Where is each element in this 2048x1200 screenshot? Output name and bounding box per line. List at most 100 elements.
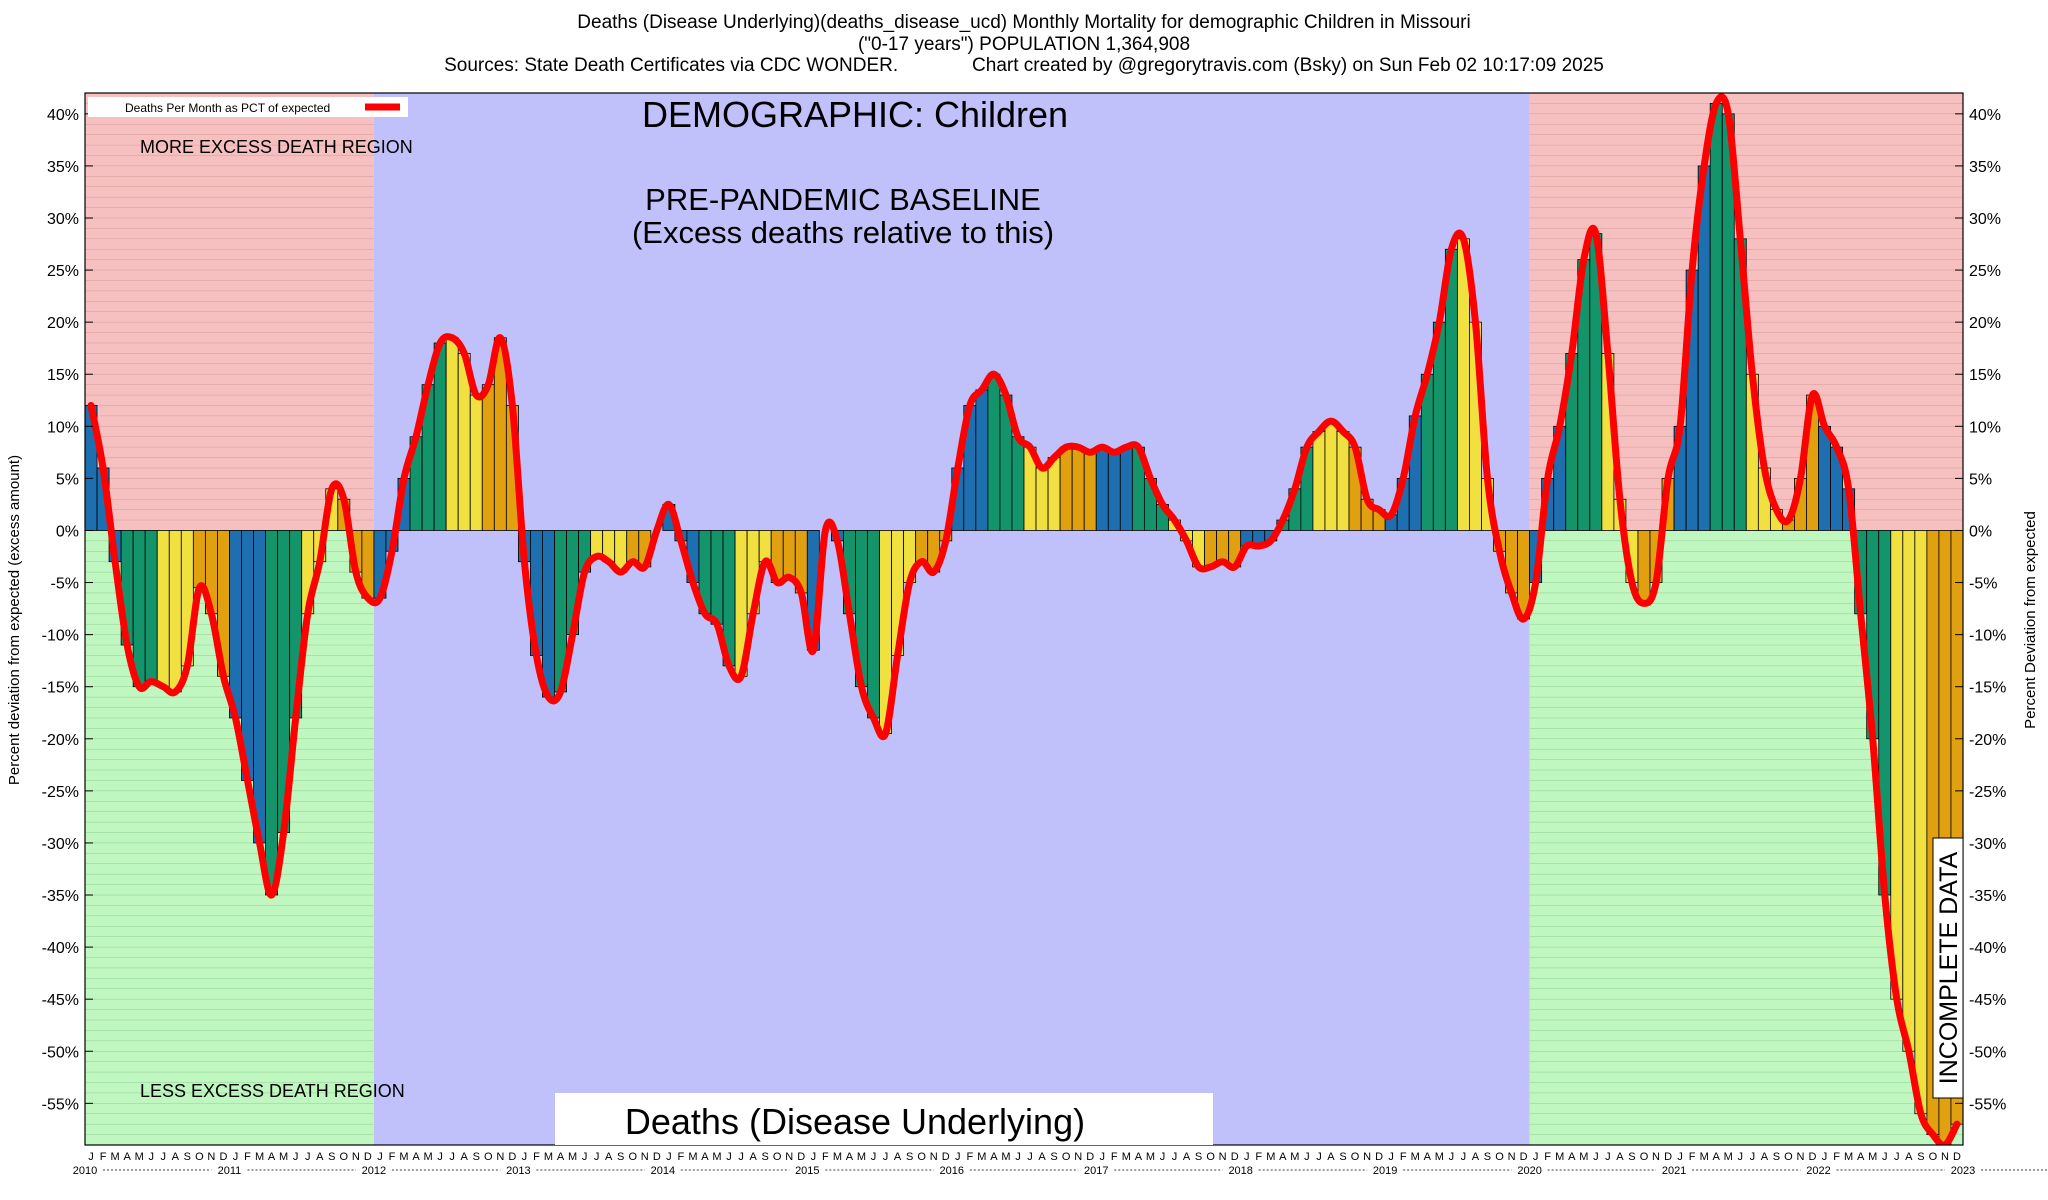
x-month-label: A (1279, 1151, 1287, 1163)
x-month-label: S (906, 1151, 913, 1163)
y-tick-label-right: 10% (1969, 419, 2001, 436)
y-tick-label-left: -5% (51, 576, 79, 593)
x-month-label: D (1664, 1151, 1672, 1163)
x-month-label: F (822, 1151, 829, 1163)
x-month-label: A (701, 1151, 709, 1163)
month-bar (1083, 451, 1097, 531)
month-bar (915, 530, 929, 563)
month-bar (1071, 446, 1085, 531)
x-month-label: S (1484, 1151, 1491, 1163)
x-month-label: A (990, 1151, 998, 1163)
y-tick-label-left: 0% (56, 523, 79, 540)
x-month-label: M (1724, 1151, 1733, 1163)
month-bar (542, 530, 555, 698)
x-month-label: A (1616, 1151, 1624, 1163)
month-bar (758, 530, 772, 563)
x-month-label: A (316, 1151, 324, 1163)
y-axis-label-right: Percent Deviation from expected (2022, 511, 2039, 729)
baseline-label-line2: (Excess deaths relative to this) (632, 215, 1054, 250)
bottom-title-text: Deaths (Disease Underlying) (625, 1101, 1085, 1142)
x-month-label: J (582, 1151, 588, 1163)
y-tick-label-left: -45% (42, 992, 79, 1009)
x-month-label: S (1773, 1151, 1780, 1163)
x-month-label: F (1255, 1151, 1262, 1163)
demographic-label: DEMOGRAPHIC: Children (642, 94, 1068, 135)
x-month-label: F (533, 1151, 540, 1163)
x-year-label: 2012 (362, 1165, 386, 1177)
x-month-label: M (135, 1151, 144, 1163)
month-bar (1047, 457, 1061, 531)
month-bar (144, 530, 158, 682)
month-bar (229, 530, 242, 719)
x-year-label: 2011 (218, 1165, 242, 1177)
x-month-label: D (942, 1151, 950, 1163)
x-month-label: N (1074, 1151, 1082, 1163)
x-month-label: M (399, 1151, 408, 1163)
y-tick-label-right: -25% (1969, 784, 2006, 801)
x-month-label: J (1172, 1151, 1178, 1163)
y-tick-label-left: -10% (42, 628, 79, 645)
x-month-label: J (1750, 1151, 1756, 1163)
chart-title-line3: Sources: State Death Certificates via CD… (444, 55, 1604, 76)
x-month-label: N (641, 1151, 649, 1163)
x-month-label: M (977, 1151, 986, 1163)
x-month-label: F (1689, 1151, 1696, 1163)
y-tick-label-right: -45% (1969, 992, 2006, 1009)
x-month-label: F (966, 1151, 973, 1163)
y-tick-label-left: 10% (47, 419, 79, 436)
y-tick-label-right: -30% (1969, 836, 2006, 853)
x-month-label: N (1508, 1151, 1516, 1163)
x-month-label: N (1219, 1151, 1227, 1163)
x-month-label: A (123, 1151, 131, 1163)
x-month-label: N (496, 1151, 504, 1163)
x-month-label: J (1822, 1151, 1828, 1163)
x-month-label: J (1244, 1151, 1250, 1163)
x-month-label: D (1231, 1151, 1239, 1163)
x-month-label: M (111, 1151, 120, 1163)
x-month-label: J (1316, 1151, 1322, 1163)
y-tick-label-right: -40% (1969, 940, 2006, 957)
x-month-label: J (522, 1151, 528, 1163)
y-tick-label-left: -55% (42, 1096, 79, 1113)
x-month-label: S (617, 1151, 624, 1163)
y-tick-label-left: -35% (42, 888, 79, 905)
x-month-label: A (894, 1151, 902, 1163)
x-month-label: J (1449, 1151, 1455, 1163)
y-tick-label-right: -15% (1969, 680, 2006, 697)
month-bar (1095, 446, 1109, 531)
month-bar (987, 373, 1001, 531)
x-month-label: D (653, 1151, 661, 1163)
y-tick-label-left: -30% (42, 836, 79, 853)
month-bar (192, 530, 206, 589)
x-month-label: M (1700, 1151, 1709, 1163)
x-month-label: J (449, 1151, 455, 1163)
x-month-label: F (1400, 1151, 1407, 1163)
x-month-label: D (508, 1151, 516, 1163)
x-month-label: M (833, 1151, 842, 1163)
y-tick-label-right: -5% (1969, 576, 1997, 593)
x-month-label: J (871, 1151, 877, 1163)
x-year-label: 2018 (1228, 1165, 1252, 1177)
x-month-label: J (148, 1151, 154, 1163)
y-tick-label-left: 20% (47, 315, 79, 332)
x-year-label: 2019 (1373, 1165, 1397, 1177)
month-bar (1709, 103, 1723, 531)
x-month-label: N (930, 1151, 938, 1163)
x-month-label: J (1461, 1151, 1467, 1163)
month-bar (265, 530, 279, 896)
x-month-label: J (1533, 1151, 1539, 1163)
month-bar (132, 530, 146, 688)
x-year-label: 2013 (506, 1165, 530, 1177)
x-month-label: J (1304, 1151, 1310, 1163)
chart-title-line1: Deaths (Disease Underlying)(deaths_disea… (577, 12, 1471, 33)
x-month-label: M (1844, 1151, 1853, 1163)
y-tick-label-right: -35% (1969, 888, 2006, 905)
x-month-label: J (1605, 1151, 1611, 1163)
x-month-label: A (1568, 1151, 1576, 1163)
x-month-label: N (1941, 1151, 1949, 1163)
incomplete-data-label: INCOMPLETE DATA (1932, 837, 1964, 1099)
x-month-label: S (473, 1151, 480, 1163)
x-month-label: J (738, 1151, 744, 1163)
x-month-label: O (1929, 1151, 1938, 1163)
